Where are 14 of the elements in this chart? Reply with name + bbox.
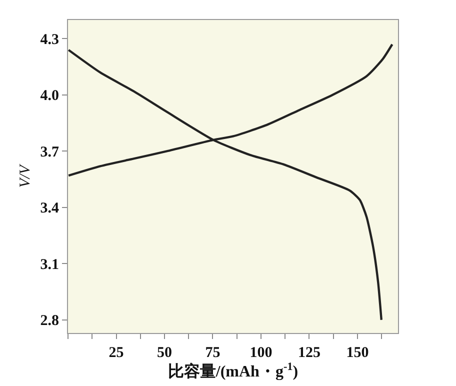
x-tick-label: 125 [298, 345, 320, 361]
x-axis-title: 比容量/(mAh・g$^{-1}$) [168, 361, 298, 381]
x-tick-label: 50 [156, 345, 172, 361]
x-tick-label: 75 [205, 345, 220, 361]
y-tick-label: 4.0 [40, 88, 59, 104]
y-tick-label: 3.4 [40, 200, 60, 217]
y-axis-title: V/V [18, 163, 34, 188]
x-tick-label: 150 [346, 345, 369, 361]
x-tick-label: 25 [108, 345, 124, 361]
y-tick-label: 4.3 [40, 32, 59, 48]
y-tick-label: 2.8 [40, 313, 59, 330]
y-tick-label: 3.1 [40, 256, 59, 273]
y-tick-label: 3.7 [40, 144, 60, 160]
x-tick-label: 100 [250, 345, 272, 361]
